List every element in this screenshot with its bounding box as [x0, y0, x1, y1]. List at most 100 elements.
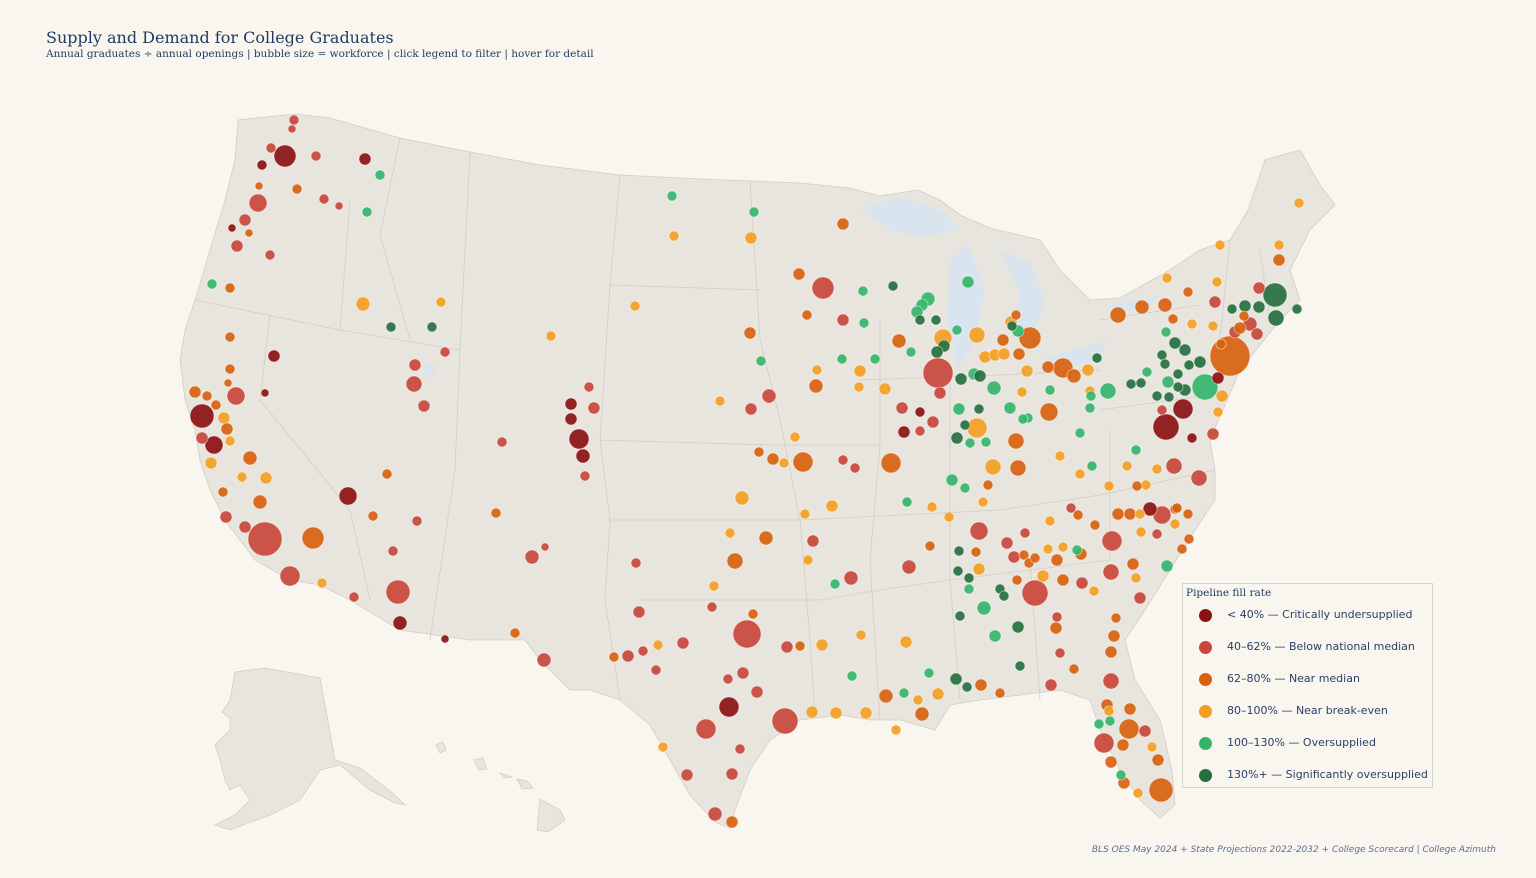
- metro-bubble[interactable]: [1109, 306, 1127, 324]
- metro-bubble[interactable]: [1182, 286, 1194, 298]
- metro-bubble[interactable]: [650, 664, 662, 676]
- metro-bubble[interactable]: [224, 435, 236, 447]
- metro-bubble[interactable]: [1191, 373, 1219, 401]
- metro-bubble[interactable]: [761, 388, 777, 404]
- metro-bubble[interactable]: [1081, 363, 1095, 377]
- metro-bubble[interactable]: [1151, 753, 1165, 767]
- metro-bubble[interactable]: [974, 678, 988, 692]
- metro-bubble[interactable]: [358, 152, 372, 166]
- metro-bubble[interactable]: [1041, 360, 1055, 374]
- metro-bubble[interactable]: [973, 369, 987, 383]
- metro-bubble[interactable]: [1121, 460, 1133, 472]
- metro-bubble[interactable]: [1211, 276, 1223, 288]
- metro-bubble[interactable]: [273, 144, 297, 168]
- metro-bubble[interactable]: [849, 462, 861, 474]
- metro-bubble[interactable]: [1172, 381, 1184, 393]
- metro-bubble[interactable]: [1157, 297, 1173, 313]
- metro-bubble[interactable]: [794, 640, 806, 652]
- metro-bubble[interactable]: [1208, 295, 1222, 309]
- metro-bubble[interactable]: [254, 181, 264, 191]
- metro-bubble[interactable]: [943, 511, 955, 523]
- metro-bubble[interactable]: [1115, 769, 1127, 781]
- metro-bubble[interactable]: [998, 590, 1010, 602]
- metro-bubble[interactable]: [629, 300, 641, 312]
- metro-bubble[interactable]: [897, 425, 911, 439]
- metro-bubble[interactable]: [1089, 519, 1101, 531]
- metro-bubble[interactable]: [621, 649, 635, 663]
- metro-bubble[interactable]: [914, 706, 930, 722]
- metro-bubble[interactable]: [1049, 621, 1063, 635]
- metro-bubble[interactable]: [736, 666, 750, 680]
- metro-bubble[interactable]: [1016, 386, 1028, 398]
- metro-bubble[interactable]: [899, 635, 913, 649]
- metro-bubble[interactable]: [1135, 377, 1147, 389]
- metro-bubble[interactable]: [905, 346, 917, 358]
- metro-bubble[interactable]: [1011, 620, 1025, 634]
- metro-bubble[interactable]: [994, 687, 1006, 699]
- metro-bubble[interactable]: [801, 309, 813, 321]
- metro-bubble[interactable]: [1133, 591, 1147, 605]
- metro-bubble[interactable]: [417, 399, 431, 413]
- metro-bubble[interactable]: [1029, 552, 1041, 564]
- metro-bubble[interactable]: [718, 696, 740, 718]
- metro-bubble[interactable]: [1103, 705, 1115, 717]
- metro-bubble[interactable]: [288, 114, 300, 126]
- metro-bubble[interactable]: [310, 150, 322, 162]
- metro-bubble[interactable]: [440, 634, 450, 644]
- metro-bubble[interactable]: [189, 403, 215, 429]
- metro-bubble[interactable]: [706, 601, 718, 613]
- metro-bubble[interactable]: [799, 508, 811, 520]
- metro-bubble[interactable]: [1054, 450, 1066, 462]
- metro-bubble[interactable]: [301, 526, 325, 550]
- metro-bubble[interactable]: [724, 527, 736, 539]
- metro-bubble[interactable]: [1036, 569, 1050, 583]
- metro-bubble[interactable]: [509, 627, 521, 639]
- metro-bubble[interactable]: [966, 417, 988, 439]
- metro-bubble[interactable]: [630, 557, 642, 569]
- metro-bubble[interactable]: [1212, 406, 1224, 418]
- metro-bubble[interactable]: [680, 768, 694, 782]
- metro-bubble[interactable]: [986, 380, 1002, 396]
- metro-bubble[interactable]: [792, 267, 806, 281]
- metro-bubble[interactable]: [374, 169, 386, 181]
- metro-bubble[interactable]: [982, 479, 994, 491]
- metro-bubble[interactable]: [748, 206, 760, 218]
- metro-bubble[interactable]: [708, 580, 720, 592]
- legend-item-near-break-even[interactable]: 80–100% — Near break-even: [1183, 702, 1432, 722]
- metro-bubble[interactable]: [726, 552, 744, 570]
- metro-bubble[interactable]: [1172, 398, 1194, 420]
- metro-bubble[interactable]: [652, 639, 664, 651]
- metro-bubble[interactable]: [210, 399, 222, 411]
- metro-bubble[interactable]: [969, 521, 989, 541]
- bubble-layer[interactable]: [188, 114, 1305, 829]
- metro-bubble[interactable]: [223, 378, 233, 388]
- metro-bubble[interactable]: [1050, 553, 1064, 567]
- metro-bubble[interactable]: [1102, 563, 1120, 581]
- metro-bubble[interactable]: [980, 436, 992, 448]
- metro-bubble[interactable]: [1156, 404, 1168, 416]
- metro-bubble[interactable]: [945, 473, 959, 487]
- metro-bubble[interactable]: [256, 159, 268, 171]
- metro-bubble[interactable]: [744, 231, 758, 245]
- metro-bubble[interactable]: [217, 486, 229, 498]
- metro-bubble[interactable]: [1252, 300, 1266, 314]
- metro-bubble[interactable]: [1152, 413, 1180, 441]
- legend-item-below-median[interactable]: 40–62% — Below national median: [1183, 638, 1432, 658]
- metro-bubble[interactable]: [755, 355, 767, 367]
- metro-bubble[interactable]: [1011, 574, 1023, 586]
- metro-bubble[interactable]: [1107, 629, 1121, 643]
- metro-bubble[interactable]: [1021, 579, 1049, 607]
- metro-bubble[interactable]: [1151, 463, 1163, 475]
- metro-bubble[interactable]: [1091, 352, 1103, 364]
- metro-bubble[interactable]: [1160, 326, 1172, 338]
- metro-bubble[interactable]: [204, 456, 218, 470]
- metro-bubble[interactable]: [789, 431, 801, 443]
- metro-bubble[interactable]: [1272, 253, 1286, 267]
- metro-bubble[interactable]: [411, 515, 423, 527]
- metro-bubble[interactable]: [1042, 543, 1054, 555]
- metro-bubble[interactable]: [1000, 536, 1014, 550]
- metro-bubble[interactable]: [1207, 320, 1219, 332]
- metro-bubble[interactable]: [1044, 678, 1058, 692]
- metro-bubble[interactable]: [568, 428, 590, 450]
- metro-bubble[interactable]: [1126, 557, 1140, 571]
